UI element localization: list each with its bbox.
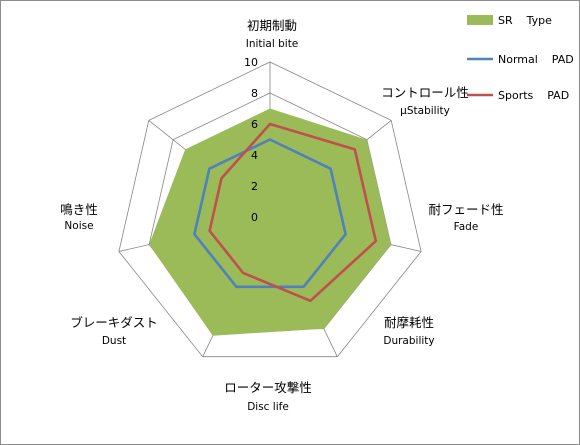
tick-label: 8: [251, 87, 258, 100]
axis-label-jp: 鳴き性: [60, 202, 98, 217]
legend-item: Normal PAD: [467, 53, 574, 66]
legend-label: SR Type: [498, 14, 552, 27]
legend-label: Normal PAD: [498, 53, 574, 66]
legend-label: Sports PAD: [498, 89, 569, 102]
axis-labels: 初期制動 Initial bite コントロール性 µStability 耐フェード性 F…: [60, 18, 503, 413]
axis-label-jp: 耐フェード性: [428, 202, 503, 217]
grid-ring: [118, 61, 422, 358]
axis-label-jp: コントロール性: [381, 85, 469, 100]
axis-label-en: Noise: [64, 220, 93, 232]
tick-label: 6: [251, 118, 258, 131]
axis-label-jp: ローター攻撃性: [224, 380, 312, 395]
tick-labels: 0 2 4 6 8 10: [244, 56, 258, 224]
axis-label-en: Dust: [102, 335, 126, 347]
axis-label-en: µStability: [400, 105, 450, 117]
legend-item: SR Type: [467, 14, 552, 27]
axis-label-en: Disc life: [247, 401, 289, 413]
axis-label-en: Initial bite: [246, 38, 299, 50]
series-area-0: [149, 108, 391, 336]
axis-label-jp: ブレーキダスト: [70, 315, 158, 330]
axis-label-en: Durability: [383, 335, 434, 347]
axis-label-jp: 初期制動: [247, 18, 297, 33]
series-line-2: [208, 122, 378, 303]
series-line-1: [193, 138, 347, 289]
legend-swatch: [467, 15, 493, 25]
axis-label-en: Fade: [454, 221, 479, 233]
series-layer: [149, 108, 391, 336]
legend-item: Sports PAD: [467, 89, 569, 102]
tick-label: 4: [251, 149, 258, 162]
tick-label: 0: [251, 211, 258, 224]
tick-label: 10: [244, 56, 258, 69]
legend: SR Type Normal PAD Sports PAD: [467, 14, 574, 102]
axis-label-jp: 耐摩耗性: [384, 315, 434, 330]
tick-label: 2: [251, 180, 258, 193]
